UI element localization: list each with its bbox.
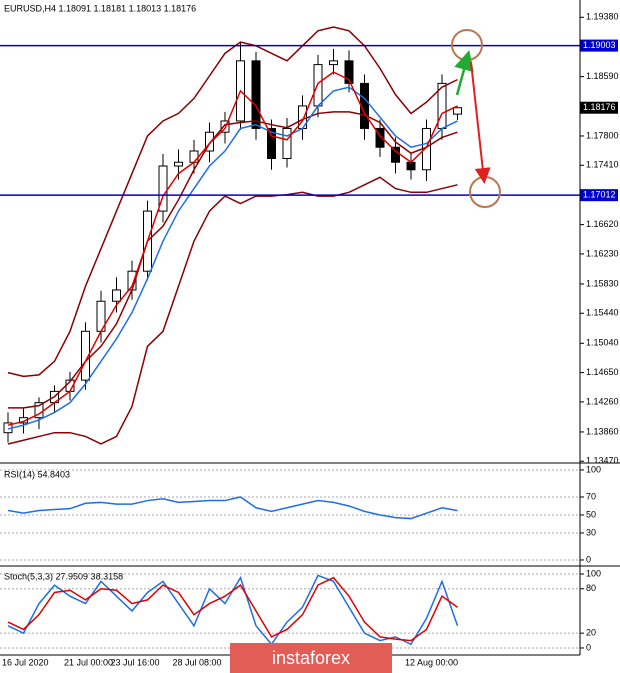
y-tick-label: 50 xyxy=(586,509,596,519)
y-tick-label: 1.15830 xyxy=(586,278,619,288)
indicator-line xyxy=(7,86,458,430)
candle-body xyxy=(251,60,261,129)
banner xyxy=(230,643,392,673)
y-tick-label: 1.18590 xyxy=(586,71,619,81)
candle-body xyxy=(81,330,90,381)
x-tick-label: 28 Jul 08:00 xyxy=(173,657,222,667)
y-tick-label: 1.14260 xyxy=(586,396,619,406)
y-tick-label: 30 xyxy=(586,527,596,537)
down-arrow xyxy=(470,61,491,184)
y-tick-label: 1.16620 xyxy=(586,219,619,229)
candle-body xyxy=(406,161,416,171)
y-tick-label: 1.13860 xyxy=(586,426,619,436)
y-tick-label: 1.15040 xyxy=(586,338,619,348)
indicator-line xyxy=(7,176,458,445)
y-tick-label: 100 xyxy=(586,568,601,578)
level-label: 1.19003 xyxy=(583,40,616,50)
candle-body xyxy=(205,131,214,152)
y-tick-label: 1.17800 xyxy=(586,130,619,140)
y-tick-label: 1.14650 xyxy=(586,367,619,377)
y-tick-label: 1.15440 xyxy=(586,308,619,318)
indicator-line xyxy=(7,26,458,378)
x-tick-label: 16 Jul 2020 xyxy=(2,657,49,667)
candle-body xyxy=(282,127,292,160)
y-tick-label: 80 xyxy=(586,583,596,593)
y-tick-label: 0 xyxy=(586,642,591,652)
banner-text: instaforex xyxy=(272,648,350,668)
x-tick-label: 21 Jul 00:00 xyxy=(64,657,113,667)
candle-body xyxy=(267,127,276,160)
y-tick-label: 0 xyxy=(586,554,591,564)
candle-body xyxy=(344,60,354,84)
candle-body xyxy=(174,161,183,167)
indicator-line xyxy=(7,576,458,642)
indicator-line xyxy=(7,496,458,520)
level-label-box xyxy=(580,189,618,202)
y-tick-label: 20 xyxy=(586,628,596,638)
candle-body xyxy=(453,107,462,115)
y-tick-label: 100 xyxy=(586,464,601,474)
panel-title: RSI(14) 54.8403 xyxy=(4,469,70,479)
panel-title: EURUSD,H4 1.18091 1.18181 1.18013 1.1817… xyxy=(4,3,196,13)
price-label-box xyxy=(580,101,618,114)
candle-body xyxy=(375,127,385,148)
candle-body xyxy=(112,289,121,302)
plot-layer: EURUSD,H4 1.18091 1.18181 1.18013 1.1817… xyxy=(0,3,619,667)
candle-body xyxy=(329,60,338,66)
x-tick-label: 12 Aug 00:00 xyxy=(405,657,458,667)
y-tick-label: 70 xyxy=(586,491,596,501)
candle-body xyxy=(158,165,168,212)
y-tick-label: 1.16230 xyxy=(586,248,619,258)
candle-body xyxy=(391,146,400,163)
up-arrow xyxy=(454,50,474,96)
level-label-box xyxy=(580,39,618,52)
y-tick-label: 1.19380 xyxy=(586,12,619,22)
price-label: 1.18176 xyxy=(583,102,616,112)
level-label: 1.17012 xyxy=(583,190,616,200)
panel-title: Stoch(5,3,3) 27.9509 38.3158 xyxy=(4,571,123,581)
x-tick-label: 23 Jul 16:00 xyxy=(111,657,160,667)
y-tick-label: 1.13470 xyxy=(586,456,619,466)
indicator-line xyxy=(7,71,458,426)
candle-body xyxy=(189,150,199,163)
y-tick-label: 1.17410 xyxy=(586,160,619,170)
